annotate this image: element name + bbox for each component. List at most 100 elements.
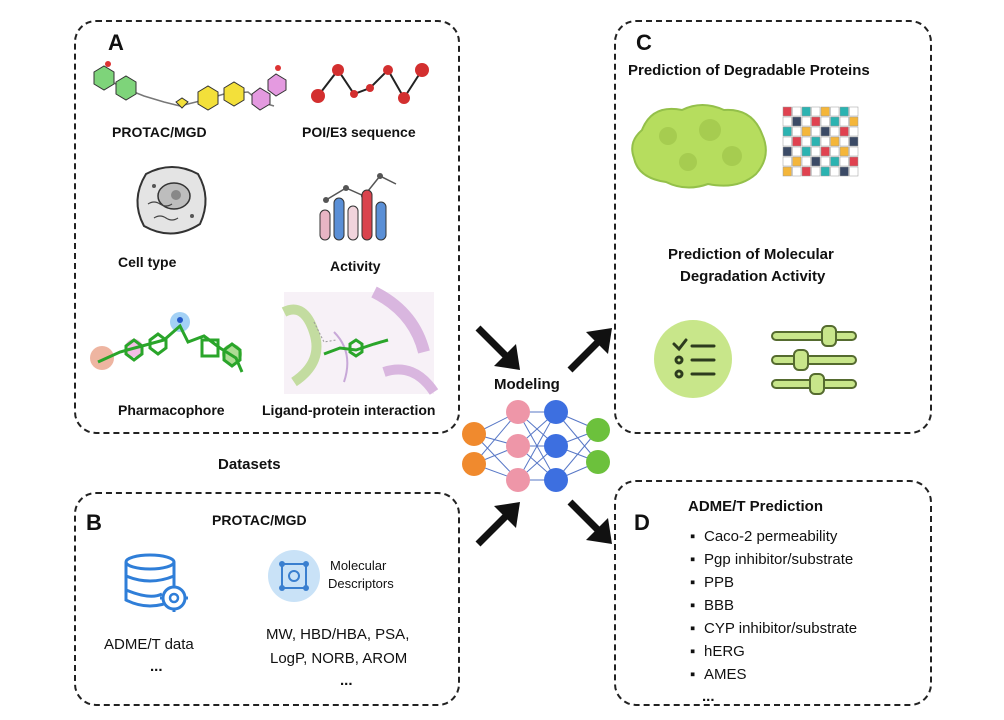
grid-cell — [820, 136, 830, 147]
grid-cell — [820, 146, 830, 157]
ligand-protein-interaction-icon — [281, 286, 439, 395]
arrow-b-to-model-icon — [475, 502, 520, 547]
grid-cell — [849, 116, 859, 127]
pharmacophore-icon — [90, 312, 244, 373]
sequence-grid-icon — [782, 106, 859, 177]
panel-a-letter: A — [108, 30, 124, 55]
molecular-descriptor-icon — [268, 550, 320, 602]
sliders-icon — [771, 325, 857, 395]
list-item: ▪ PPB — [690, 574, 735, 591]
grid-cell — [830, 116, 840, 127]
grid-cell — [811, 136, 821, 147]
pharmacophore-label: Pharmacophore — [118, 402, 225, 418]
grid-cell — [820, 156, 830, 167]
admet-prediction-title: ADME/T Prediction — [688, 498, 824, 515]
sequence-label: POI/E3 sequence — [302, 124, 416, 140]
panel-d-letter: D — [634, 510, 650, 535]
list-item: ▪ hERG — [690, 643, 745, 660]
grid-cell — [839, 156, 849, 167]
grid-cell — [792, 106, 802, 117]
grid-cell — [839, 126, 849, 137]
modeling-label: Modeling — [494, 376, 560, 393]
grid-cell — [839, 106, 849, 117]
grid-cell — [820, 106, 830, 117]
list-item: ▪ Pgp inhibitor/substrate — [690, 551, 854, 568]
grid-cell — [839, 136, 849, 147]
activity-label: Activity — [330, 258, 381, 274]
descriptor-values-2: LogP, NORB, AROM — [270, 650, 408, 667]
grid-cell — [801, 156, 811, 167]
grid-cell — [811, 166, 821, 177]
descriptor-values-1: MW, HBD/HBA, PSA, — [266, 626, 410, 643]
grid-cell — [830, 126, 840, 137]
grid-cell — [811, 156, 821, 167]
activity-chart-icon — [319, 173, 397, 241]
grid-cell — [792, 126, 802, 137]
grid-cell — [792, 146, 802, 157]
arrow-a-to-model-icon — [475, 325, 520, 370]
panel-c-predictions — [614, 20, 932, 434]
cell-type-label: Cell type — [118, 254, 177, 270]
grid-cell — [820, 126, 830, 137]
panel-d-admet-prediction — [614, 480, 932, 706]
list-item: ▪ CYP inhibitor/substrate — [690, 620, 858, 637]
grid-cell — [811, 106, 821, 117]
admet-prediction-ellipsis: ... — [702, 688, 715, 705]
degradation-activity-title-2: Degradation Activity — [680, 268, 826, 285]
grid-cell — [792, 116, 802, 127]
grid-cell — [811, 146, 821, 157]
grid-cell — [782, 106, 792, 117]
list-item: ▪ BBB — [690, 597, 735, 614]
grid-cell — [792, 166, 802, 177]
admet-data-label: ADME/T data — [104, 636, 194, 653]
grid-cell — [849, 156, 859, 167]
grid-cell — [830, 156, 840, 167]
protac-label: PROTAC/MGD — [112, 124, 207, 140]
grid-cell — [792, 156, 802, 167]
grid-cell — [782, 156, 792, 167]
grid-cell — [839, 166, 849, 177]
datasets-label: Datasets — [218, 456, 281, 473]
grid-cell — [782, 166, 792, 177]
grid-cell — [849, 126, 859, 137]
interaction-label: Ligand-protein interaction — [262, 402, 436, 418]
neural-network-icon — [462, 400, 610, 492]
database-gear-icon — [124, 553, 188, 612]
descriptors-label-2: Descriptors — [328, 576, 394, 591]
grid-cell — [849, 106, 859, 117]
descriptors-label-1: Molecular — [330, 558, 387, 573]
arrow-model-to-d-icon — [567, 499, 612, 544]
list-item: ▪ Caco-2 permeability — [690, 528, 838, 545]
checklist-icon — [654, 320, 732, 398]
grid-cell — [849, 166, 859, 177]
grid-cell — [830, 166, 840, 177]
grid-cell — [782, 126, 792, 137]
grid-cell — [849, 136, 859, 147]
grid-cell — [782, 136, 792, 147]
admet-property-list: ▪ Caco-2 permeability ▪ Pgp inhibitor/subs… — [690, 525, 857, 686]
cell-icon — [136, 166, 207, 235]
degradation-activity-title-1: Prediction of Molecular — [668, 246, 834, 263]
panel-b-admet-data — [74, 492, 460, 706]
grid-cell — [820, 166, 830, 177]
grid-cell — [801, 146, 811, 157]
grid-cell — [811, 116, 821, 127]
grid-cell — [830, 136, 840, 147]
panel-b-title: PROTAC/MGD — [212, 512, 307, 528]
panel-b-letter: B — [86, 510, 102, 535]
panel-c-letter: C — [636, 30, 652, 55]
grid-cell — [792, 136, 802, 147]
grid-cell — [811, 126, 821, 137]
grid-cell — [820, 116, 830, 127]
grid-cell — [801, 166, 811, 177]
grid-cell — [801, 116, 811, 127]
protac-molecule-icon — [93, 61, 287, 111]
degradable-proteins-title: Prediction of Degradable Proteins — [628, 62, 870, 79]
grid-cell — [801, 106, 811, 117]
list-item: ▪ AMES — [690, 666, 747, 683]
sequence-icon — [311, 63, 429, 104]
grid-cell — [782, 116, 792, 127]
grid-cell — [849, 146, 859, 157]
descriptor-ellipsis: ... — [340, 672, 353, 689]
admet-data-ellipsis: ... — [150, 658, 163, 675]
